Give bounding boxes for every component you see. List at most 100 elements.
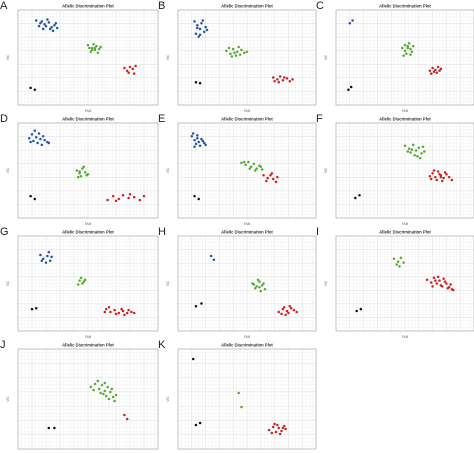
data-point: [406, 46, 410, 50]
data-point: [40, 259, 44, 262]
data-point: [248, 167, 252, 170]
data-point: [295, 310, 298, 314]
data-point: [429, 281, 433, 284]
data-point: [421, 145, 425, 148]
data-point: [48, 27, 52, 31]
data-point: [351, 19, 354, 22]
data-point: [30, 133, 34, 136]
y-axis-label: VIC: [166, 167, 170, 173]
data-point: [403, 49, 407, 53]
data-point: [106, 198, 109, 202]
data-point: [200, 22, 203, 25]
scatter-plot: Allelic Discrimination Plot FAM VIC: [324, 117, 474, 226]
data-point: [43, 138, 46, 142]
data-point: [259, 289, 263, 293]
data-point: [439, 175, 443, 179]
data-point: [97, 387, 101, 391]
panel-letter: H: [158, 226, 166, 238]
data-point: [110, 387, 114, 391]
data-point: [237, 45, 240, 49]
data-point: [254, 169, 257, 172]
data-point: [40, 143, 44, 147]
data-point: [281, 426, 285, 430]
data-point: [237, 391, 240, 395]
data-point: [41, 257, 45, 261]
data-point: [33, 88, 37, 92]
data-point: [392, 257, 396, 261]
data-point: [238, 53, 242, 56]
x-axis-label: FAM: [402, 335, 409, 339]
data-point: [191, 132, 195, 135]
data-point: [76, 175, 80, 179]
data-point: [117, 311, 121, 315]
data-point: [93, 46, 97, 50]
chart-title: Allelic Discrimination Plot: [62, 343, 114, 348]
data-point: [436, 65, 440, 69]
data-point: [78, 279, 81, 282]
data-point: [438, 69, 441, 73]
data-point: [142, 194, 146, 198]
data-point: [92, 42, 95, 46]
data-point: [423, 150, 426, 153]
data-point: [249, 165, 253, 168]
data-point: [225, 49, 228, 53]
data-point: [79, 276, 83, 280]
data-point: [435, 282, 438, 285]
chart-panel-e: E Allelic Discrimination Plot FAM VIC: [158, 113, 317, 226]
data-point: [273, 422, 276, 426]
data-point: [270, 172, 274, 175]
data-point: [54, 22, 58, 25]
data-point: [197, 35, 200, 38]
panel-letter: C: [316, 0, 324, 12]
data-point: [358, 193, 361, 197]
data-point: [125, 69, 129, 73]
data-point: [242, 51, 246, 54]
scatter-plot: Allelic Discrimination Plot FAM VIC: [324, 4, 474, 113]
data-point: [265, 179, 268, 183]
data-point: [209, 254, 213, 258]
y-axis-label: VIC: [6, 167, 10, 173]
data-point: [34, 136, 38, 139]
data-point: [263, 287, 267, 291]
data-point: [53, 426, 56, 430]
data-point: [198, 33, 202, 36]
data-point: [111, 194, 115, 198]
scatter-plot: Allelic Discrimination Plot FAM VIC: [166, 117, 317, 226]
data-point: [418, 156, 422, 160]
data-point: [198, 421, 202, 425]
data-point: [396, 260, 400, 263]
data-point: [284, 427, 287, 431]
data-point: [198, 81, 202, 85]
data-point: [395, 263, 398, 266]
data-point: [429, 72, 433, 75]
data-point: [83, 278, 87, 281]
data-point: [39, 22, 42, 25]
data-point: [194, 80, 198, 84]
data-point: [447, 175, 451, 179]
data-point: [436, 170, 440, 173]
data-point: [236, 50, 239, 54]
data-point: [230, 55, 234, 58]
data-point: [435, 178, 438, 182]
data-point: [47, 250, 51, 254]
data-point: [128, 65, 132, 69]
data-point: [233, 51, 236, 54]
data-point: [435, 71, 438, 74]
data-point: [40, 20, 44, 23]
data-point: [196, 26, 199, 30]
panel-letter: J: [0, 339, 6, 351]
data-point: [109, 310, 112, 314]
data-point: [103, 381, 107, 385]
data-point: [43, 23, 46, 26]
data-point: [29, 86, 32, 90]
data-point: [29, 194, 32, 198]
x-axis-label: FAM: [85, 109, 92, 113]
data-point: [276, 423, 279, 427]
chart-panel-f: F Allelic Discrimination Plot FAM VIC: [316, 113, 474, 226]
data-point: [78, 170, 81, 173]
data-point: [276, 175, 279, 179]
data-point: [431, 172, 434, 175]
data-point: [432, 169, 436, 172]
x-axis-label: FAM: [402, 109, 409, 113]
